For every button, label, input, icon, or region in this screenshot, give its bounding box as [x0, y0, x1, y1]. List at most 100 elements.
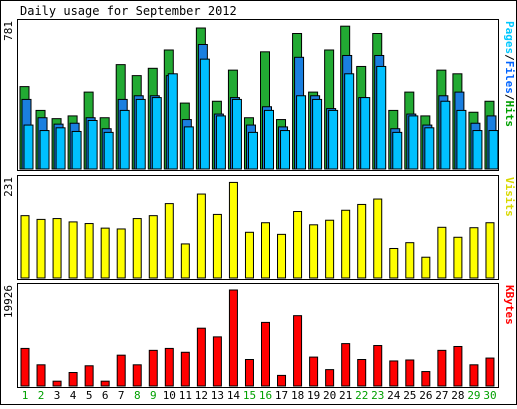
bar-pages-day-6: [103, 131, 114, 170]
bar-pages-day-11: [183, 126, 194, 170]
bar-visits-day-9: [148, 215, 158, 279]
bar-kbytes-day-26: [421, 371, 431, 387]
legend-part-2: Files: [503, 61, 516, 94]
bar-pages-day-28: [456, 109, 467, 170]
bar-kbytes-day-22: [357, 359, 367, 387]
bar-pages-day-9: [151, 97, 162, 170]
bar-kbytes-day-16: [261, 321, 270, 387]
bar-visits-day-10: [164, 203, 174, 279]
bar-kbytes-day-13: [212, 336, 222, 387]
bar-pages-day-21: [344, 73, 355, 170]
bar-visits-day-1: [20, 215, 30, 279]
bar-pages-day-20: [328, 109, 339, 170]
bar-visits-day-30: [485, 222, 495, 279]
day-label-10: 10: [163, 389, 176, 402]
day-label-24: 24: [387, 389, 401, 402]
bar-kbytes-day-28: [453, 345, 463, 387]
bar-kbytes-day-5: [84, 365, 94, 387]
bar-pages-day-10: [167, 73, 178, 170]
bar-kbytes-day-27: [437, 349, 447, 387]
bar-visits-day-16: [261, 222, 270, 279]
panel-visits-frame: [17, 175, 499, 280]
day-label-7: 7: [118, 389, 125, 402]
bar-kbytes-day-25: [405, 359, 415, 387]
bar-kbytes-day-29: [469, 364, 479, 387]
legend-part-0: Visits: [503, 177, 516, 217]
day-label-28: 28: [451, 389, 464, 402]
bar-kbytes-day-10: [164, 347, 174, 387]
day-label-5: 5: [86, 389, 93, 402]
day-label-12: 12: [195, 389, 208, 402]
bar-pages-day-2: [39, 130, 50, 170]
bar-visits-day-2: [36, 218, 46, 279]
day-label-17: 17: [275, 389, 288, 402]
bar-pages-day-7: [119, 109, 130, 170]
panel-visits: 231 Visits: [2, 175, 516, 280]
bar-kbytes-day-17: [277, 374, 287, 387]
bar-kbytes-day-3: [52, 380, 62, 387]
bar-kbytes-day-2: [36, 364, 46, 387]
day-label-21: 21: [339, 389, 352, 402]
bar-visits-day-26: [421, 256, 431, 279]
day-label-30: 30: [483, 389, 496, 402]
day-label-11: 11: [179, 389, 192, 402]
bar-pages-day-19: [312, 98, 323, 170]
bar-pages-day-12: [199, 58, 210, 170]
day-label-18: 18: [291, 389, 304, 402]
panel-kbytes-legend: KBytes: [503, 285, 516, 325]
bar-kbytes-day-18: [293, 315, 303, 387]
bar-visits-day-25: [405, 242, 415, 279]
bar-visits-day-4: [68, 221, 78, 279]
legend-part-1: /: [503, 54, 516, 61]
bar-kbytes-day-14: [228, 289, 238, 387]
bar-visits-day-5: [84, 223, 94, 279]
day-label-22: 22: [355, 389, 368, 402]
bar-pages-day-3: [55, 127, 66, 170]
bar-kbytes-day-30: [485, 357, 495, 387]
panel-hits-max-label: 781: [2, 21, 15, 41]
panel-kbytes-frame: [17, 283, 499, 388]
bar-pages-day-17: [280, 130, 291, 170]
bar-pages-day-24: [392, 131, 403, 170]
legend-part-0: KBytes: [503, 285, 516, 325]
day-label-14: 14: [227, 389, 241, 402]
chart-title: Daily usage for September 2012: [20, 4, 237, 18]
bar-kbytes-day-20: [325, 369, 335, 387]
day-label-1: 1: [22, 389, 29, 402]
bar-kbytes-day-7: [116, 354, 126, 387]
day-label-16: 16: [259, 389, 272, 402]
day-label-19: 19: [307, 389, 320, 402]
bar-kbytes-day-24: [389, 360, 399, 387]
panel-kbytes: 19926 KBytes: [2, 283, 516, 388]
bar-kbytes-day-19: [309, 356, 319, 387]
bar-pages-day-1: [23, 124, 34, 170]
bar-pages-day-26: [424, 127, 435, 170]
bar-visits-day-13: [212, 213, 222, 279]
bar-pages-day-15: [247, 131, 258, 170]
bar-kbytes-day-1: [20, 347, 30, 387]
day-label-13: 13: [211, 389, 224, 402]
bar-visits-day-24: [389, 247, 399, 279]
day-label-4: 4: [70, 389, 77, 402]
bar-pages-day-14: [231, 98, 242, 170]
legend-part-0: Pages: [503, 21, 516, 54]
day-label-25: 25: [403, 389, 416, 402]
bar-pages-day-16: [264, 109, 274, 170]
bar-visits-day-21: [341, 209, 351, 279]
day-label-9: 9: [150, 389, 157, 402]
bar-pages-day-23: [376, 65, 387, 170]
panel-hits: 781 Pages/Files/Hits: [2, 19, 516, 171]
day-label-8: 8: [134, 389, 141, 402]
bar-visits-day-29: [469, 227, 479, 279]
panel-visits-legend: Visits: [503, 177, 516, 217]
bar-pages-day-22: [360, 97, 371, 170]
panel-visits-max-label: 231: [2, 177, 15, 197]
day-label-26: 26: [419, 389, 432, 402]
bar-pages-day-29: [472, 130, 483, 170]
bar-visits-day-18: [293, 211, 303, 279]
bar-visits-day-12: [196, 193, 206, 279]
bar-visits-day-15: [244, 231, 254, 279]
bar-pages-day-5: [87, 119, 98, 170]
